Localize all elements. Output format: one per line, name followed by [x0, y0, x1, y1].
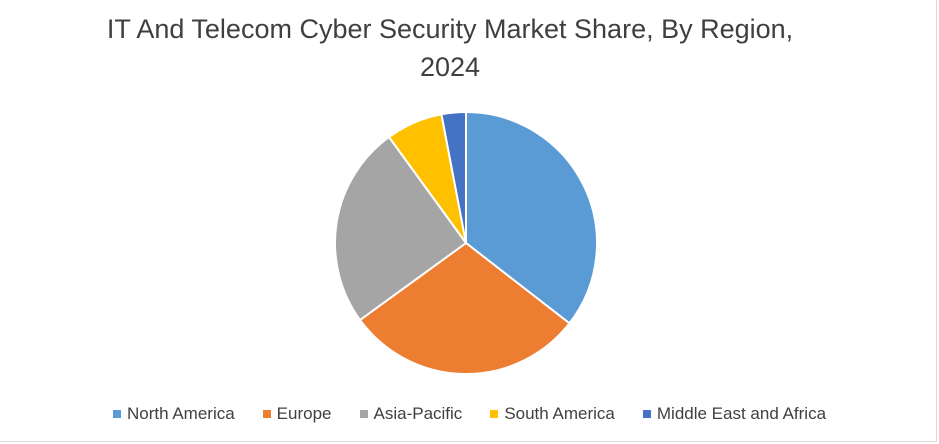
legend-label: Asia-Pacific	[373, 404, 463, 423]
legend-item-south-america: South America	[490, 404, 615, 424]
pie-slice-asia-pacific	[334, 135, 468, 322]
pie-slice-north-america	[465, 110, 598, 325]
chart-legend: North America Europe Asia-Pacific South …	[0, 404, 939, 424]
chart-title-line-1: IT And Telecom Cyber Security Market Sha…	[106, 14, 794, 44]
legend-item-middle-east-and-africa: Middle East and Africa	[642, 404, 827, 424]
legend-label: Europe	[276, 404, 332, 423]
chart-title-line-2: 2024	[419, 52, 481, 82]
legend-item-asia-pacific: Asia-Pacific	[359, 404, 463, 424]
legend-swatch	[112, 410, 121, 418]
pie-slice-middle-east-and-africa	[440, 110, 467, 244]
legend-item-europe: Europe	[262, 404, 332, 424]
legend-label: Middle East and Africa	[656, 404, 827, 423]
legend-label: South America	[504, 404, 615, 423]
legend-swatch	[642, 410, 651, 418]
pie-slice-europe	[358, 241, 571, 375]
legend-swatch	[490, 410, 499, 418]
chart-title: IT And Telecom Cyber Security Market Sha…	[0, 10, 900, 86]
legend-item-north-america: North America	[112, 404, 235, 424]
legend-swatch	[262, 410, 271, 418]
pie-slices	[334, 110, 598, 375]
legend-label: North America	[126, 404, 235, 423]
legend-swatch	[359, 410, 368, 418]
